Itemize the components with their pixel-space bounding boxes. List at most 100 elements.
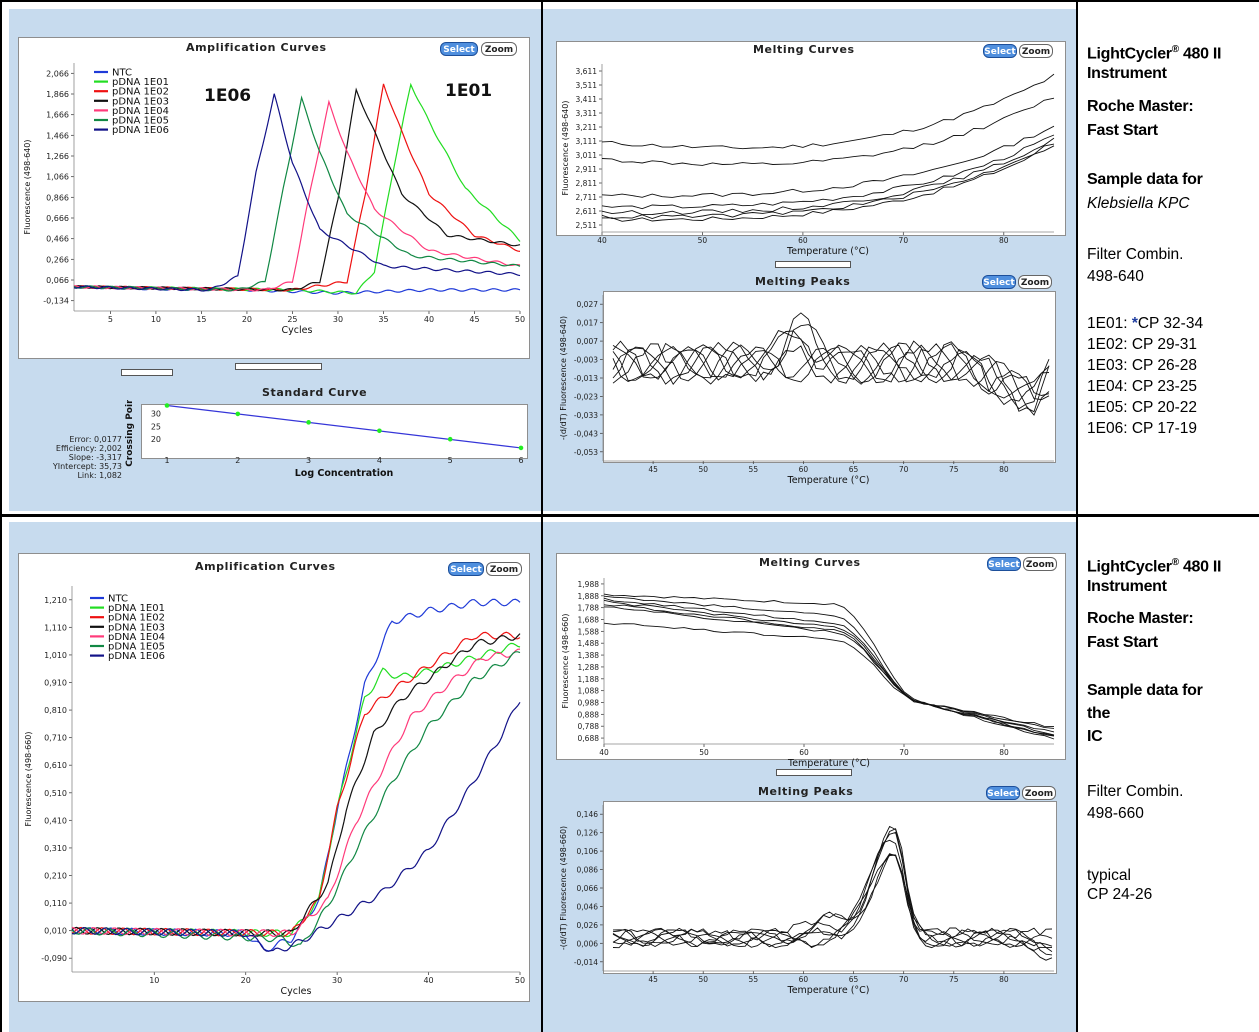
top-amp-scroll-mid[interactable]	[235, 363, 322, 370]
grid-v2	[1076, 0, 1078, 1032]
y-tick-label: 1,266	[46, 152, 69, 161]
y-tick-label: -0,003	[574, 356, 598, 365]
x-tick-label: 80	[999, 975, 1009, 984]
y-tick-label: 0,888	[578, 710, 600, 719]
legend-label: NTC	[112, 68, 132, 79]
y-tick-label: 1,888	[578, 592, 600, 601]
y-tick-label: 2,811	[576, 179, 598, 188]
top-amp-select-button[interactable]: Select	[440, 42, 478, 56]
y-tick-label: 2,611	[576, 207, 598, 216]
legend-label: pDNA 1E06	[112, 125, 169, 136]
bottom-melt-curve	[603, 597, 1055, 733]
bottom-amp-select-button[interactable]: Select	[448, 562, 484, 576]
legend-label: NTC	[108, 594, 128, 605]
top-peaks-select-button[interactable]: Select	[982, 275, 1016, 289]
y-tick-label: 0,510	[44, 789, 67, 798]
top-amp-line-pdna-1e06	[73, 93, 521, 292]
y-tick-label: 0,066	[46, 276, 69, 285]
grid-mid-h	[0, 514, 1259, 517]
top-melt-select-button[interactable]: Select	[983, 44, 1017, 58]
bottom-melt-zoom-button[interactable]: Zoom	[1023, 557, 1057, 571]
bottom-master-1: Roche Master:	[1087, 610, 1194, 627]
top-sample-1: Sample data for	[1087, 171, 1203, 188]
bottom-sample-3: IC	[1087, 728, 1103, 745]
bottom-peaks-select-button[interactable]: Select	[986, 786, 1020, 800]
top-melt-curve	[601, 125, 1055, 198]
std-point	[518, 445, 524, 451]
top-melt-scroll[interactable]	[775, 261, 851, 268]
x-tick-label: 40	[424, 315, 434, 324]
y-tick-label: 0,610	[44, 761, 67, 770]
x-tick-label: 15	[196, 315, 206, 324]
y-tick-label: -0,043	[574, 429, 598, 438]
bottom-peak-curve	[612, 853, 1053, 956]
bottom-amp-chart: 1,210 1,110 1,010 0,910 0,810 0,710 0,610 0,510…	[24, 586, 525, 997]
bottom-peaks-zoom-button[interactable]: Zoom	[1022, 786, 1056, 800]
x-tick-label: 65	[849, 465, 859, 474]
std-y-label: Crossing Point	[125, 400, 135, 467]
y-tick-label: 1,488	[578, 639, 600, 648]
std-title: Standard Curve	[262, 386, 368, 399]
top-peaks-title: Melting Peaks	[755, 275, 851, 288]
top-melt-curve	[601, 73, 1055, 150]
std-fit-line	[166, 404, 522, 449]
x-tick-label: 60	[798, 236, 808, 245]
bottom-melt-select-button[interactable]: Select	[987, 557, 1021, 571]
y-tick-label: 0,910	[44, 679, 67, 688]
top-instrument-2: Instrument	[1087, 65, 1167, 82]
x-tick-label: 80	[999, 465, 1009, 474]
y-axis-label: -(d/dT) Fluorescence (498-660)	[559, 826, 568, 950]
legend-label: pDNA 1E01	[112, 77, 169, 88]
y-tick-label: 0,866	[46, 193, 69, 202]
y-axis-label: Fluorescence (498-640)	[561, 101, 570, 196]
std-stats: Error: 0,0177 Efficiency: 2,002 Slope: -…	[30, 435, 122, 480]
y-axis-label: Fluorescence (498-660)	[561, 614, 570, 709]
y-tick-label: 0,066	[577, 884, 599, 893]
x-tick-label: 50	[698, 975, 708, 984]
top-amp-scroll-left[interactable]	[121, 369, 173, 376]
bottom-typical-2: CP 24-26	[1087, 886, 1153, 903]
std-y-tick: 30	[151, 410, 161, 419]
annotation-1e01: 1E01	[445, 81, 492, 101]
std-x-tick: 6	[518, 456, 523, 465]
annotation-1e06: 1E06	[204, 86, 251, 106]
x-tick-label: 45	[469, 315, 479, 324]
legend-label: pDNA 1E04	[108, 632, 165, 643]
x-tick-label: 30	[333, 315, 343, 324]
x-tick-label: 40	[597, 236, 607, 245]
std-point	[235, 411, 241, 417]
std-x-tick: 3	[306, 456, 311, 465]
top-master-2: Fast Start	[1087, 122, 1158, 139]
x-tick-label: 60	[799, 975, 809, 984]
bottom-sample-1: Sample data for	[1087, 682, 1203, 699]
bottom-instrument: LightCycler® 480 II	[1087, 557, 1222, 576]
x-tick-label: 80	[999, 236, 1009, 245]
y-tick-label: 1,466	[46, 131, 69, 140]
std-stat-error: Error: 0,0177	[69, 435, 122, 444]
x-axis-label: Cycles	[282, 325, 313, 336]
y-tick-label: 1,866	[46, 90, 69, 99]
y-tick-label: 0,017	[577, 319, 599, 328]
x-tick-label: 40	[599, 748, 609, 757]
bottom-amp-zoom-button[interactable]: Zoom	[486, 562, 522, 576]
bottom-peak-curve	[612, 854, 1053, 949]
bottom-melt-scroll[interactable]	[776, 769, 852, 776]
top-melt-zoom-button[interactable]: Zoom	[1019, 44, 1053, 58]
top-melt-curve	[601, 145, 1055, 222]
legend-label: pDNA 1E02	[108, 613, 165, 624]
bottom-filter-2: 498-660	[1087, 805, 1144, 822]
y-tick-label: 0,810	[44, 706, 67, 715]
legend-label: pDNA 1E05	[112, 116, 169, 127]
y-tick-label: 0,146	[577, 810, 599, 819]
std-point	[306, 420, 311, 425]
top-amp-zoom-button[interactable]: Zoom	[481, 42, 517, 56]
bottom-amp-line-pdna-1e01	[71, 642, 521, 938]
top-peaks-zoom-button[interactable]: Zoom	[1018, 275, 1052, 289]
x-tick-label: 50	[515, 976, 525, 985]
bottom-peak-curve	[612, 853, 1053, 961]
y-axis-label: Fluorescence (498-640)	[23, 140, 32, 235]
x-tick-label: 35	[378, 315, 388, 324]
top-peaks-chart: 0,0270,0170,007-0,003-0,013-0,023-0,033-…	[559, 295, 1054, 486]
y-tick-label: 3,111	[576, 137, 598, 146]
y-tick-label: 0,210	[44, 872, 67, 881]
